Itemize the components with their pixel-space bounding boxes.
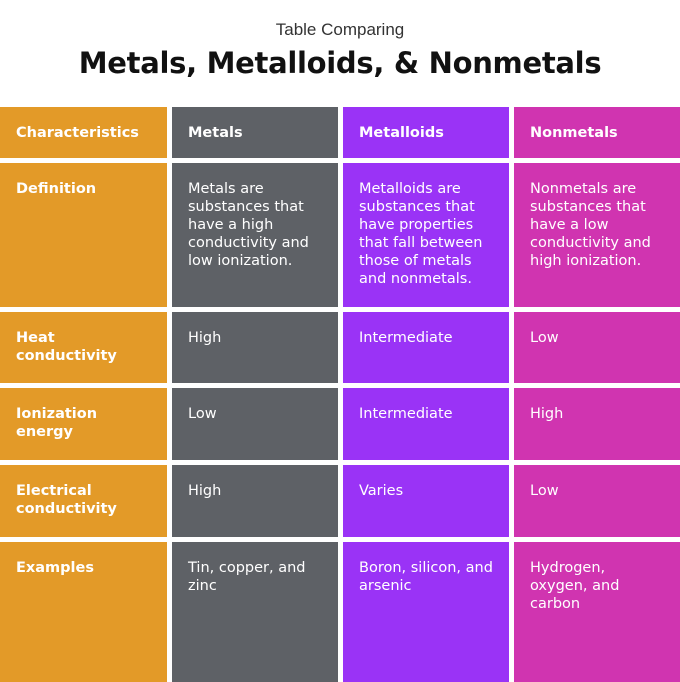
cell-heat-nonmetals: Low — [514, 312, 680, 383]
header-metals: Metals — [172, 107, 338, 158]
cell-examples-metals: Tin, copper, and zinc — [172, 542, 338, 682]
cell-ionization-nonmetals: High — [514, 388, 680, 460]
header-metalloids: Metalloids — [343, 107, 509, 158]
row-label-examples: Examples — [0, 542, 167, 682]
cell-definition-metalloids: Metalloids are substances that have prop… — [343, 163, 509, 307]
cell-examples-nonmetals: Hydrogen, oxygen, and carbon — [514, 542, 680, 682]
row-label-heat-conductivity: Heat conductivity — [0, 312, 167, 383]
row-label-electrical-conductivity: Electrical conductivity — [0, 465, 167, 537]
cell-ionization-metalloids: Intermediate — [343, 388, 509, 460]
cell-definition-metals: Metals are substances that have a high c… — [172, 163, 338, 307]
cell-examples-metalloids: Boron, silicon, and arsenic — [343, 542, 509, 682]
cell-ionization-metals: Low — [172, 388, 338, 460]
row-label-definition: Definition — [0, 163, 167, 307]
header-characteristics: Characteristics — [0, 107, 167, 158]
cell-definition-nonmetals: Nonmetals are substances that have a low… — [514, 163, 680, 307]
page-subtitle: Table Comparing — [275, 20, 405, 39]
cell-electrical-metalloids: Varies — [343, 465, 509, 537]
cell-heat-metalloids: Intermediate — [343, 312, 509, 383]
cell-electrical-nonmetals: Low — [514, 465, 680, 537]
cell-electrical-metals: High — [172, 465, 338, 537]
cell-heat-metals: High — [172, 312, 338, 383]
comparison-table: Characteristics Metals Metalloids Nonmet… — [0, 107, 680, 682]
page-title: Metals, Metalloids, & Nonmetals — [78, 46, 602, 80]
header-nonmetals: Nonmetals — [514, 107, 680, 158]
row-label-ionization-energy: Ionization energy — [0, 388, 167, 460]
